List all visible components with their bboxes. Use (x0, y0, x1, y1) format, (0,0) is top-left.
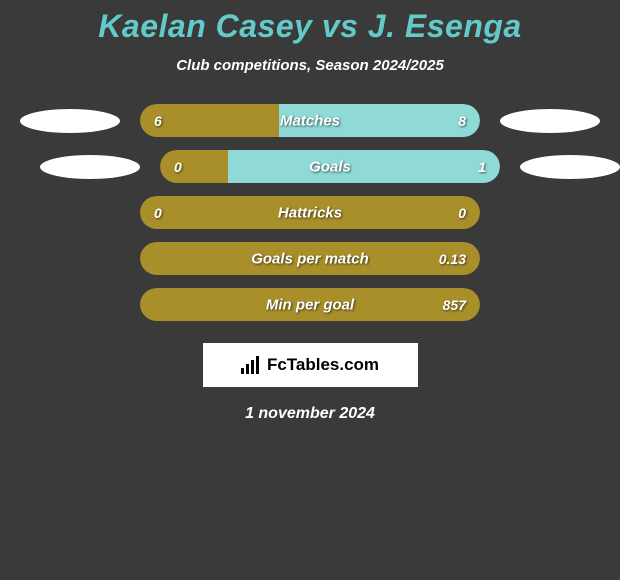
logo-box: FcTables.com (203, 343, 418, 387)
stat-value-right: 0 (458, 205, 466, 221)
stat-label: Goals (309, 158, 351, 175)
stat-bar: Min per goal 857 (140, 288, 480, 321)
stat-value-left: 0 (154, 205, 162, 221)
player-left-ellipse (20, 109, 120, 133)
page-title: Kaelan Casey vs J. Esenga (0, 8, 620, 45)
stat-label: Min per goal (266, 296, 354, 313)
stat-value-left: 0 (174, 159, 182, 175)
logo-rest: Tables.com (287, 355, 379, 375)
logo: FcTables.com (241, 355, 379, 375)
stat-row: Matches 6 8 (0, 104, 620, 137)
bar-right-fill (228, 150, 500, 183)
comparison-infographic: Kaelan Casey vs J. Esenga Club competiti… (0, 0, 620, 423)
stat-value-right: 1 (478, 159, 486, 175)
subtitle: Club competitions, Season 2024/2025 (0, 57, 620, 74)
player-right-ellipse (500, 109, 600, 133)
stat-bar: Goals 0 1 (160, 150, 500, 183)
player-left-ellipse (40, 155, 140, 179)
stat-bar: Goals per match 0.13 (140, 242, 480, 275)
stat-row: Min per goal 857 (0, 288, 620, 321)
stat-bar: Hattricks 0 0 (140, 196, 480, 229)
stat-label: Goals per match (251, 250, 369, 267)
stat-value-left: 6 (154, 113, 162, 129)
bar-left-fill (160, 150, 228, 183)
bar-chart-icon (241, 356, 261, 374)
stat-value-right: 8 (458, 113, 466, 129)
stat-value-right: 0.13 (439, 251, 466, 267)
player-right-ellipse (520, 155, 620, 179)
stat-label: Matches (280, 112, 340, 129)
date-text: 1 november 2024 (0, 405, 620, 423)
stat-row: Goals per match 0.13 (0, 242, 620, 275)
stat-row: Hattricks 0 0 (0, 196, 620, 229)
stats-rows: Matches 6 8 Goals 0 1 Hattricks 0 0 Goals per mat… (0, 104, 620, 321)
stat-row: Goals 0 1 (0, 150, 620, 183)
logo-fc: Fc (267, 355, 287, 375)
stat-label: Hattricks (278, 204, 342, 221)
stat-bar: Matches 6 8 (140, 104, 480, 137)
stat-value-right: 857 (443, 297, 466, 313)
